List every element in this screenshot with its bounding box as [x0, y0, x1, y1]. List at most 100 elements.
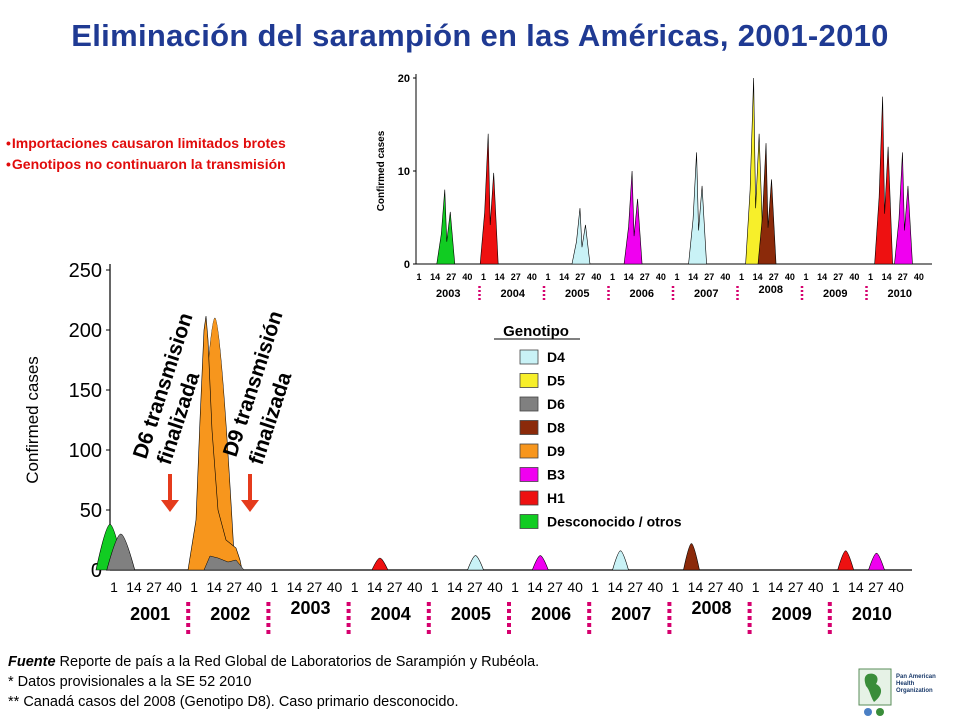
bullet-item: Importaciones causaron limitados brotes — [6, 133, 286, 154]
x-week-tick-label: 40 — [407, 579, 423, 595]
inset-year-label: 2003 — [436, 288, 460, 300]
y-tick-label: 0 — [91, 560, 102, 582]
area-peak — [371, 557, 389, 571]
area-peak — [531, 555, 549, 571]
inset-area-peak — [436, 189, 456, 265]
x-week-tick-label: 40 — [648, 579, 664, 595]
inset-year-label: 2010 — [888, 288, 912, 300]
inset-week-tick-label: 1 — [416, 272, 421, 282]
x-week-tick-label: 27 — [547, 579, 563, 595]
inset-area-peak — [571, 208, 591, 265]
inset-week-tick-label: 40 — [849, 272, 859, 282]
x-week-tick-label: 1 — [431, 579, 439, 595]
inset-week-tick-label: 27 — [575, 272, 585, 282]
footnote-line-2: * Datos provisionales a la SE 52 2010 — [8, 674, 252, 690]
x-week-tick-label: 27 — [146, 579, 162, 595]
legend-swatch — [519, 467, 539, 482]
inset-week-tick-label: 27 — [898, 272, 908, 282]
y-axis-title: Confirmed cases — [23, 356, 42, 484]
x-week-tick-label: 14 — [206, 579, 222, 595]
inset-area-peak — [757, 143, 777, 265]
legend-swatch — [519, 443, 539, 459]
footnote-source: Reporte de país a la Red Global de Labor… — [55, 654, 540, 670]
inset-year-label: 2009 — [823, 288, 847, 300]
x-week-tick-label: 27 — [387, 579, 403, 595]
x-week-tick-label: 27 — [307, 579, 323, 595]
inset-y-axis-title: Confirmed cases — [376, 130, 387, 211]
x-week-tick-label: 1 — [672, 579, 680, 595]
footnote-line-3: ** Canadá casos del 2008 (Genotipo D8). … — [8, 694, 459, 710]
x-week-tick-label: 1 — [591, 579, 599, 595]
area-peak — [106, 533, 136, 571]
x-week-tick-label: 40 — [808, 579, 824, 595]
legend-label: D4 — [547, 349, 565, 365]
x-week-tick-label: 40 — [327, 579, 343, 595]
paho-logo: Pan American Health Organization — [858, 668, 936, 716]
inset-week-tick-label: 14 — [882, 272, 892, 282]
y-tick-label: 50 — [80, 500, 102, 522]
area-peak-d6 — [203, 555, 245, 571]
x-week-tick-label: 14 — [527, 579, 543, 595]
legend-swatch — [519, 490, 539, 506]
x-week-tick-label: 1 — [351, 579, 359, 595]
d6-arrow — [161, 474, 179, 512]
inset-week-tick-label: 14 — [817, 272, 827, 282]
legend-label: D5 — [547, 373, 565, 389]
x-week-tick-label: 27 — [868, 579, 884, 595]
x-year-label: 2007 — [611, 604, 651, 624]
inset-week-tick-label: 1 — [610, 272, 615, 282]
inset-y-tick-label: 10 — [398, 166, 410, 178]
inset-year-label: 2008 — [759, 284, 783, 296]
x-year-label: 2001 — [130, 604, 170, 624]
logo-text: Health — [896, 681, 915, 687]
x-year-label: 2002 — [210, 604, 250, 624]
x-year-label: 2008 — [691, 598, 731, 618]
x-week-tick-label: 14 — [367, 579, 383, 595]
logo-text: Organization — [896, 688, 933, 694]
x-week-tick-label: 40 — [487, 579, 503, 595]
legend-label: D6 — [547, 396, 565, 412]
footnote-lead: Fuente — [8, 654, 56, 670]
legend-label: D9 — [547, 443, 565, 459]
page-title: Eliminación del sarampión en las América… — [71, 18, 889, 53]
x-week-tick-label: 1 — [752, 579, 760, 595]
inset-y-tick-label: 0 — [404, 259, 410, 271]
x-week-tick-label: 27 — [467, 579, 483, 595]
inset-week-tick-label: 1 — [674, 272, 679, 282]
x-week-tick-label: 14 — [848, 579, 864, 595]
x-week-tick-label: 27 — [227, 579, 243, 595]
inset-area-peak — [874, 96, 893, 265]
x-year-label: 2005 — [451, 604, 491, 624]
inset-week-tick-label: 1 — [545, 272, 550, 282]
inset-week-tick-label: 40 — [720, 272, 730, 282]
legend-label: D8 — [547, 420, 565, 436]
legend-swatch — [519, 349, 539, 365]
inset-area-peak — [479, 133, 499, 265]
inset-week-tick-label: 40 — [914, 272, 924, 282]
legend-swatch — [519, 396, 539, 412]
legend-swatch — [519, 514, 539, 529]
x-week-tick-label: 14 — [126, 579, 142, 595]
area-peak — [868, 552, 885, 571]
inset-area-peak — [688, 152, 707, 265]
x-week-tick-label: 1 — [110, 579, 118, 595]
x-week-tick-label: 27 — [788, 579, 804, 595]
logo-text: Pan American — [896, 674, 936, 680]
inset-week-tick-label: 14 — [688, 272, 698, 282]
x-week-tick-label: 40 — [728, 579, 744, 595]
area-peak — [467, 555, 484, 571]
x-week-tick-label: 1 — [511, 579, 519, 595]
inset-week-tick-label: 40 — [462, 272, 472, 282]
x-week-tick-label: 14 — [688, 579, 704, 595]
x-week-tick-label: 1 — [271, 579, 279, 595]
x-week-tick-label: 27 — [708, 579, 724, 595]
inset-year-label: 2004 — [501, 288, 526, 300]
d9-arrow — [241, 474, 259, 512]
legend-label: H1 — [547, 490, 565, 506]
x-year-label: 2010 — [852, 604, 892, 624]
inset-week-tick-label: 27 — [704, 272, 714, 282]
inset-year-label: 2005 — [565, 288, 589, 300]
area-peak — [683, 543, 700, 571]
inset-week-tick-label: 27 — [640, 272, 650, 282]
